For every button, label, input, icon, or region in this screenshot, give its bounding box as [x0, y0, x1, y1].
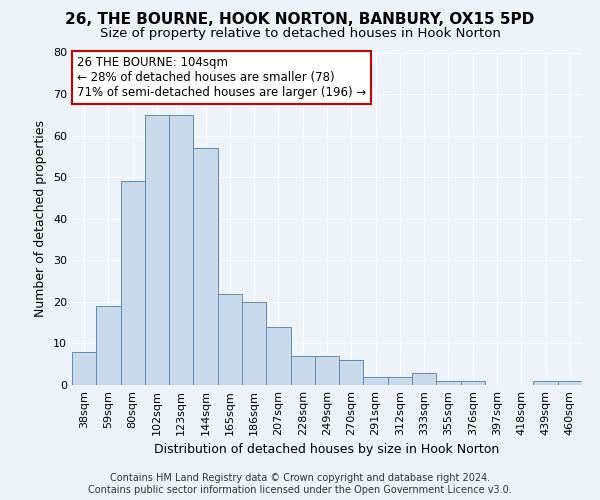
Text: Size of property relative to detached houses in Hook Norton: Size of property relative to detached ho…: [100, 28, 500, 40]
Bar: [266, 327, 290, 385]
Bar: [388, 376, 412, 385]
Bar: [145, 115, 169, 385]
Bar: [96, 306, 121, 385]
Bar: [290, 356, 315, 385]
Bar: [315, 356, 339, 385]
Bar: [533, 381, 558, 385]
Text: Contains HM Land Registry data © Crown copyright and database right 2024.
Contai: Contains HM Land Registry data © Crown c…: [88, 474, 512, 495]
Text: 26 THE BOURNE: 104sqm
← 28% of detached houses are smaller (78)
71% of semi-deta: 26 THE BOURNE: 104sqm ← 28% of detached …: [77, 56, 367, 99]
Bar: [558, 381, 582, 385]
Bar: [461, 381, 485, 385]
Bar: [169, 115, 193, 385]
Bar: [339, 360, 364, 385]
Bar: [436, 381, 461, 385]
Bar: [121, 182, 145, 385]
Bar: [193, 148, 218, 385]
Bar: [218, 294, 242, 385]
Bar: [364, 376, 388, 385]
Text: 26, THE BOURNE, HOOK NORTON, BANBURY, OX15 5PD: 26, THE BOURNE, HOOK NORTON, BANBURY, OX…: [65, 12, 535, 28]
Bar: [72, 352, 96, 385]
Y-axis label: Number of detached properties: Number of detached properties: [34, 120, 47, 318]
Bar: [412, 372, 436, 385]
Bar: [242, 302, 266, 385]
X-axis label: Distribution of detached houses by size in Hook Norton: Distribution of detached houses by size …: [154, 444, 500, 456]
